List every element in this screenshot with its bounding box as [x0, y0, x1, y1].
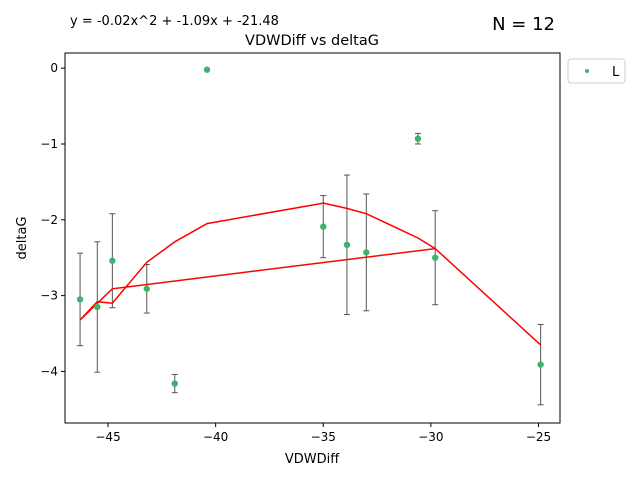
data-point-7: [343, 241, 351, 249]
y-tick-label: −3: [40, 289, 58, 303]
data-point-9: [414, 135, 422, 142]
data-point-8: [363, 249, 370, 256]
y-tick-label: −1: [40, 137, 58, 151]
data-point-5: [203, 66, 211, 73]
data-point-4: [171, 380, 178, 387]
x-tick-label: −40: [203, 430, 228, 444]
x-axis-label: VDWDiff: [285, 452, 340, 467]
data-point-0: [76, 296, 84, 303]
data-point-3: [143, 285, 150, 292]
y-tick-label: −4: [40, 364, 58, 378]
x-tick-label: −30: [418, 430, 443, 444]
plot-frame: [64, 52, 561, 424]
data-point-6: [320, 223, 327, 230]
plot-area: [76, 66, 544, 406]
y-tick-label: −2: [40, 213, 58, 227]
axis-ticks: −45 −40 −35 −30 −25 0 −1 −2 −3 −4: [40, 61, 551, 444]
data-point-1: [94, 303, 101, 311]
x-tick-label: −45: [95, 430, 120, 444]
data-point-10: [431, 254, 439, 261]
chart-title: VDWDiff vs deltaG: [245, 33, 379, 49]
x-tick-label: −35: [311, 430, 336, 444]
legend-label: L: [612, 65, 620, 80]
data-point-11: [537, 361, 544, 368]
x-tick-label: −25: [526, 430, 551, 444]
legend-marker: [585, 69, 589, 73]
y-axis-label: deltaG: [15, 217, 30, 260]
data-point-2: [109, 257, 116, 264]
legend: L: [567, 58, 626, 84]
y-tick-label: 0: [50, 61, 58, 75]
equation-annotation: y = -0.02x^2 + -1.09x + -21.48: [70, 14, 279, 29]
legend-box: [567, 58, 626, 84]
fit-line: [79, 202, 542, 346]
count-annotation: N = 12: [492, 14, 555, 35]
